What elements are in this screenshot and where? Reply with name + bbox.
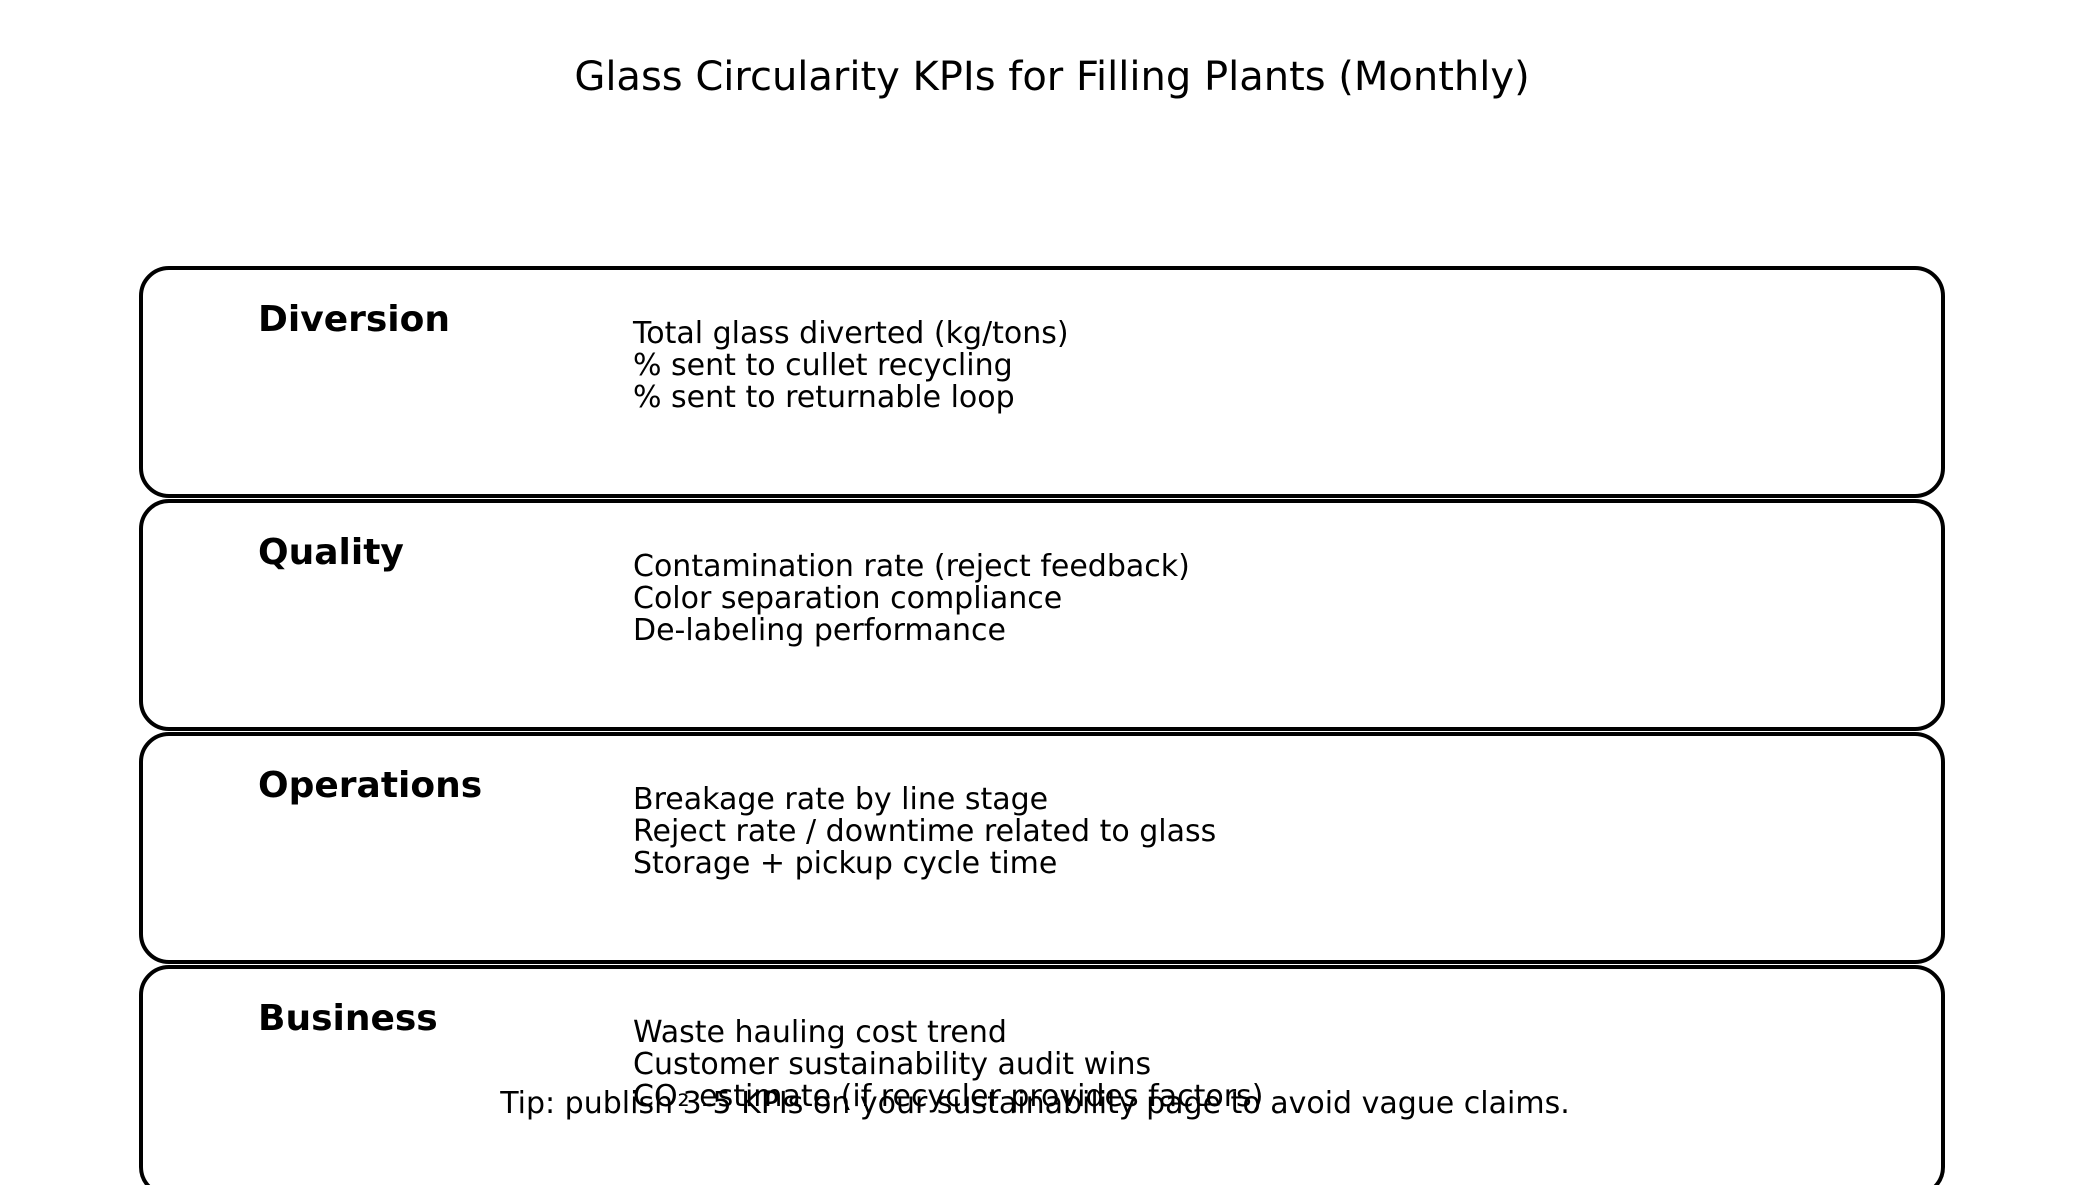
figure-tip-caption: Tip: publish 3-5 KPIs on your sustainabi… <box>500 1086 1570 1121</box>
kpi-list-operations: Breakage rate by line stage Reject rate … <box>633 784 1216 880</box>
kpi-item: % sent to cullet recycling <box>633 348 1013 383</box>
kpi-list-quality: Contamination rate (reject feedback) Col… <box>633 551 1190 647</box>
category-label-quality: Quality <box>258 532 404 573</box>
kpi-box-business: Business Waste hauling cost trend Custom… <box>139 965 1945 1185</box>
kpi-item: Total glass diverted (kg/tons) <box>633 316 1069 351</box>
category-label-business: Business <box>258 998 438 1039</box>
category-label-diversion: Diversion <box>258 299 450 340</box>
figure-title: Glass Circularity KPIs for Filling Plant… <box>574 54 1530 100</box>
kpi-list-diversion: Total glass diverted (kg/tons) % sent to… <box>633 318 1069 414</box>
kpi-item: Contamination rate (reject feedback) <box>633 549 1190 584</box>
kpi-item: Waste hauling cost trend <box>633 1015 1007 1050</box>
kpi-box-quality: Quality Contamination rate (reject feedb… <box>139 499 1945 731</box>
kpi-list-business: Waste hauling cost trend Customer sustai… <box>633 1017 1263 1113</box>
kpi-item: Storage + pickup cycle time <box>633 846 1058 881</box>
kpi-item: Breakage rate by line stage <box>633 782 1049 817</box>
kpi-item: Reject rate / downtime related to glass <box>633 814 1217 849</box>
kpi-item: % sent to returnable loop <box>633 380 1015 415</box>
kpi-item: Customer sustainability audit wins <box>633 1047 1152 1082</box>
kpi-item: Color separation compliance <box>633 581 1063 616</box>
kpi-item: De-labeling performance <box>633 613 1006 648</box>
kpi-item: CO₂ estimate (if recycler provides facto… <box>633 1079 1264 1114</box>
kpi-box-diversion: Diversion Total glass diverted (kg/tons)… <box>139 266 1945 498</box>
kpi-box-operations: Operations Breakage rate by line stage R… <box>139 732 1945 964</box>
category-label-operations: Operations <box>258 765 483 806</box>
